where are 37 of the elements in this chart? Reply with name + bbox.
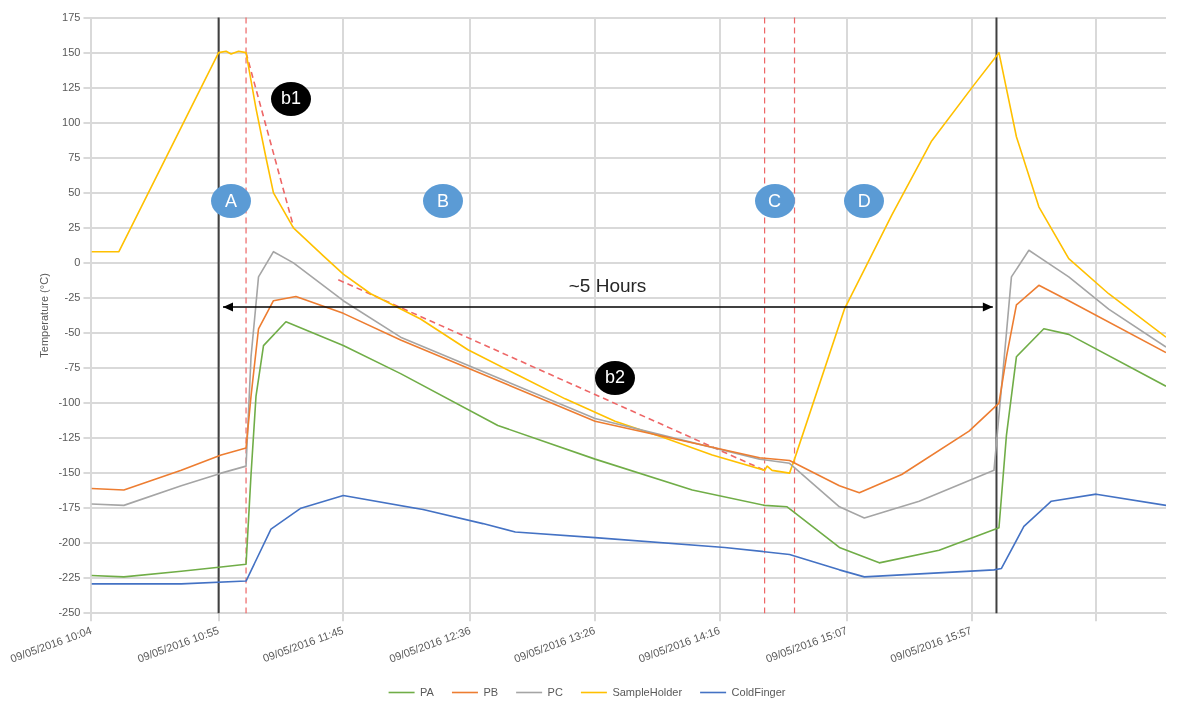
y-tick-label: -25 bbox=[64, 290, 81, 303]
y-tick-label: -200 bbox=[58, 536, 81, 549]
badge: C bbox=[754, 184, 795, 219]
annotation: b1 bbox=[280, 88, 301, 110]
legend-label: PA bbox=[420, 685, 435, 698]
y-tick-label: 75 bbox=[68, 150, 81, 163]
y-tick-label: 150 bbox=[62, 45, 81, 58]
y-tick-label: -125 bbox=[58, 431, 81, 444]
legend-label: PC bbox=[547, 685, 563, 698]
badge: b2 bbox=[595, 360, 635, 395]
y-tick-label: 175 bbox=[62, 10, 81, 23]
badge: A bbox=[211, 184, 252, 219]
y-tick-label: 50 bbox=[68, 185, 81, 198]
legend-label: PB bbox=[483, 685, 499, 698]
annotation: A bbox=[225, 190, 238, 212]
y-tick-label: -50 bbox=[64, 326, 81, 339]
annotation: C bbox=[768, 190, 782, 212]
y-tick-label: 100 bbox=[62, 115, 81, 128]
y-tick-label: 125 bbox=[62, 80, 81, 93]
legend-label: ColdFinger bbox=[731, 685, 786, 698]
y-tick-label: -150 bbox=[58, 466, 81, 479]
badge: D bbox=[844, 184, 885, 219]
y-tick-label: 0 bbox=[74, 255, 81, 268]
y-tick-label: -100 bbox=[58, 396, 81, 409]
annotation: ~5 Hours bbox=[567, 275, 648, 298]
annotation: b2 bbox=[605, 367, 626, 389]
y-tick-label: -225 bbox=[58, 571, 81, 584]
y-tick-label: 25 bbox=[68, 220, 81, 233]
y-tick-label: -250 bbox=[58, 606, 81, 619]
y-axis-title: Temperature (°C) bbox=[37, 273, 50, 358]
y-tick-label: -175 bbox=[58, 501, 81, 514]
annotation: D bbox=[857, 190, 871, 212]
annotation: B bbox=[436, 190, 449, 212]
badge: b1 bbox=[270, 81, 311, 116]
y-tick-label: -75 bbox=[64, 361, 81, 374]
badge: B bbox=[423, 184, 463, 219]
legend-label: SampleHolder bbox=[612, 685, 683, 698]
